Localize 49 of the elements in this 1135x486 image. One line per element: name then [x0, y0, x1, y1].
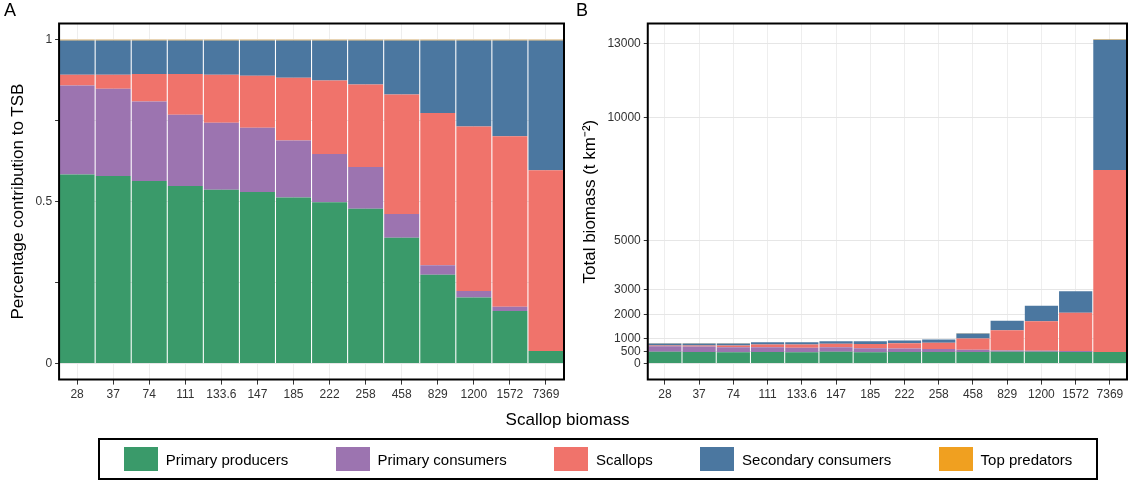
y-tick-label: 2000 — [614, 306, 642, 321]
x-tick-label: 1200 — [460, 387, 488, 402]
y-tick-label: 0 — [45, 355, 53, 370]
y-tick-label: 10000 — [607, 109, 642, 124]
x-tick-label: 111 — [176, 387, 195, 402]
x-tick-label: 258 — [928, 387, 950, 402]
x-tick-label: 37 — [106, 387, 121, 402]
y-axis-title: Total biomass (t km⁻²) — [579, 119, 599, 284]
legend-label: Top predators — [980, 450, 1073, 468]
x-tick-label: 458 — [962, 387, 984, 402]
y-tick-label: 0 — [634, 355, 642, 370]
x-tick-label: 7369 — [532, 387, 560, 402]
x-tick-label: 185 — [283, 387, 304, 402]
chart-title: A — [4, 0, 17, 20]
y-tick-label: 5000 — [614, 232, 642, 247]
y-tick-label: 1000 — [614, 331, 642, 346]
x-tick-label: 147 — [247, 387, 268, 402]
x-tick-label: 74 — [142, 387, 157, 402]
y-tick-label: 3000 — [614, 281, 642, 296]
x-tick-label: 28 — [658, 387, 672, 402]
x-tick-label: 458 — [391, 387, 413, 402]
x-tick-label: 133.6 — [786, 387, 818, 402]
x-tick-label: 7369 — [1096, 387, 1124, 402]
x-tick-label: 1572 — [496, 387, 524, 402]
x-tick-label: 222 — [894, 387, 915, 402]
chart-title: B — [576, 0, 589, 20]
legend-label: Primary consumers — [377, 450, 507, 468]
x-tick-label: 133.6 — [206, 387, 237, 402]
x-tick-label: 111 — [758, 387, 778, 402]
x-tick-label: 185 — [860, 387, 881, 402]
x-axis-title: Scallop biomass — [504, 410, 631, 430]
x-tick-label: 147 — [826, 387, 847, 402]
y-tick-label: 1 — [45, 32, 53, 47]
y-tick-label: 13000 — [607, 35, 642, 50]
x-tick-label: 74 — [726, 387, 741, 402]
x-tick-label: 258 — [355, 387, 376, 402]
x-tick-label: 37 — [692, 387, 707, 402]
x-tick-label: 28 — [70, 387, 85, 402]
legend-label: Scallops — [596, 450, 653, 468]
y-tick-label: 0.5 — [35, 193, 53, 208]
x-tick-label: 1572 — [1062, 387, 1090, 402]
y-tick-label: 500 — [620, 343, 642, 358]
y-axis-title: Percentage contribution to TSB — [7, 83, 27, 320]
legend-label: Primary producers — [165, 450, 289, 468]
x-tick-label: 829 — [997, 387, 1018, 402]
x-tick-label: 829 — [427, 387, 449, 402]
x-tick-label: 1200 — [1028, 387, 1056, 402]
x-tick-label: 222 — [319, 387, 340, 402]
legend-label: Secondary consumers — [742, 450, 892, 468]
